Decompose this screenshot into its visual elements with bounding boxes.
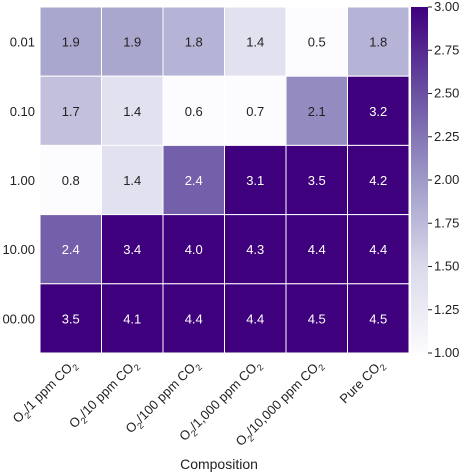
heatmap-cell (347, 6, 410, 77)
heatmap-cell (347, 283, 410, 354)
heatmap-cell (162, 6, 225, 77)
cell-value-label: 0.6 (185, 104, 203, 119)
heatmap-cell (224, 214, 287, 285)
colorbar-tick-label: 1.25 (434, 302, 459, 317)
heatmap-cell (101, 214, 164, 285)
cell-value-label: 1.4 (246, 35, 264, 50)
colorbar-tick-label: 1.75 (434, 215, 459, 230)
row-tick-label: 10.00 (2, 242, 35, 257)
heatmap-cell (162, 214, 225, 285)
cell-value-label: 4.3 (246, 242, 264, 257)
colorbar-tick-label: 1.50 (434, 259, 459, 274)
cell-value-label: 0.8 (62, 173, 80, 188)
row-tick-label: 00.00 (2, 311, 35, 326)
cell-value-label: 1.8 (185, 35, 203, 50)
cell-value-label: 1.7 (62, 104, 80, 119)
cell-value-label: 2.4 (185, 173, 203, 188)
row-tick-label: 0.10 (10, 104, 35, 119)
x-axis-label: Composition (180, 456, 258, 472)
cell-value-label: 2.1 (308, 104, 326, 119)
cell-value-label: 1.4 (123, 173, 141, 188)
colorbar-ticks: 1.00 1.25 1.50 1.75 2.00 2.25 2.50 2.75 3.00 (428, 0, 459, 360)
heatmap-cell (285, 144, 348, 216)
heatmap-cell (39, 283, 102, 354)
cell-value-label: 1.9 (123, 35, 141, 50)
heatmap-cell (224, 6, 287, 77)
cell-value-label: 4.4 (185, 311, 203, 326)
cell-value-label: 2.4 (62, 242, 80, 257)
colorbar-tick-label: 2.25 (434, 129, 459, 144)
colorbar-tick-label: 2.50 (434, 86, 459, 101)
cell-value-label: 0.7 (246, 104, 264, 119)
row-tick-label: 1.00 (10, 173, 35, 188)
row-labels: 0.01 0.10 1.00 10.00 00.00 (2, 35, 35, 327)
cell-value-label: 1.8 (369, 35, 387, 50)
cell-value-label: 3.5 (62, 311, 80, 326)
colorbar: 1.00 1.25 1.50 1.75 2.00 2.25 2.50 2.75 3.00 (411, 0, 459, 360)
heatmap-cell (162, 283, 225, 354)
row-tick-label: 0.01 (10, 35, 35, 50)
colorbar-gradient (411, 7, 428, 353)
cell-value-label: 1.4 (123, 104, 141, 119)
cell-value-label: 3.4 (123, 242, 141, 257)
heatmap-cell (224, 144, 287, 216)
heatmap-cell (347, 214, 410, 285)
colorbar-tick-label: 3.00 (434, 0, 459, 14)
cell-value-label: 4.4 (369, 242, 387, 257)
heatmap-cell (285, 214, 348, 285)
cell-value-label: 3.1 (246, 173, 264, 188)
heatmap-cell (39, 214, 102, 285)
cell-value-label: 4.1 (123, 311, 141, 326)
cell-value-label: 0.5 (308, 35, 326, 50)
heatmap-cells: 1.9 1.9 1.8 1.4 0.5 1.8 1.7 1.4 0.6 0.7 2.1 3.2 0.8 1… (39, 6, 410, 354)
heatmap-cell (347, 144, 410, 216)
colorbar-tick-label: 2.00 (434, 172, 459, 187)
heatmap-cell (101, 144, 164, 216)
colorbar-tick-label: 2.75 (434, 42, 459, 57)
cell-value-label: 4.0 (185, 242, 203, 257)
colorbar-tick-label: 1.00 (434, 345, 459, 360)
heatmap-cell (101, 6, 164, 77)
cell-value-label: 4.2 (369, 173, 387, 188)
heatmap-cell (39, 6, 102, 77)
heatmap-cell (101, 75, 164, 146)
cell-value-label: 4.5 (369, 311, 387, 326)
cell-value-label: 1.9 (62, 35, 80, 50)
cell-value-label: 3.5 (308, 173, 326, 188)
heatmap-cell (224, 283, 287, 354)
cell-value-label: 4.5 (308, 311, 326, 326)
heatmap-cell (224, 75, 287, 146)
cell-value-label: 4.4 (246, 311, 264, 326)
cell-value-label: 3.2 (369, 104, 387, 119)
column-tick-label: Pure CO2 (336, 357, 388, 409)
heatmap-cell (347, 75, 410, 146)
cell-value-label: 4.4 (308, 242, 326, 257)
heatmap-cell (285, 283, 348, 354)
